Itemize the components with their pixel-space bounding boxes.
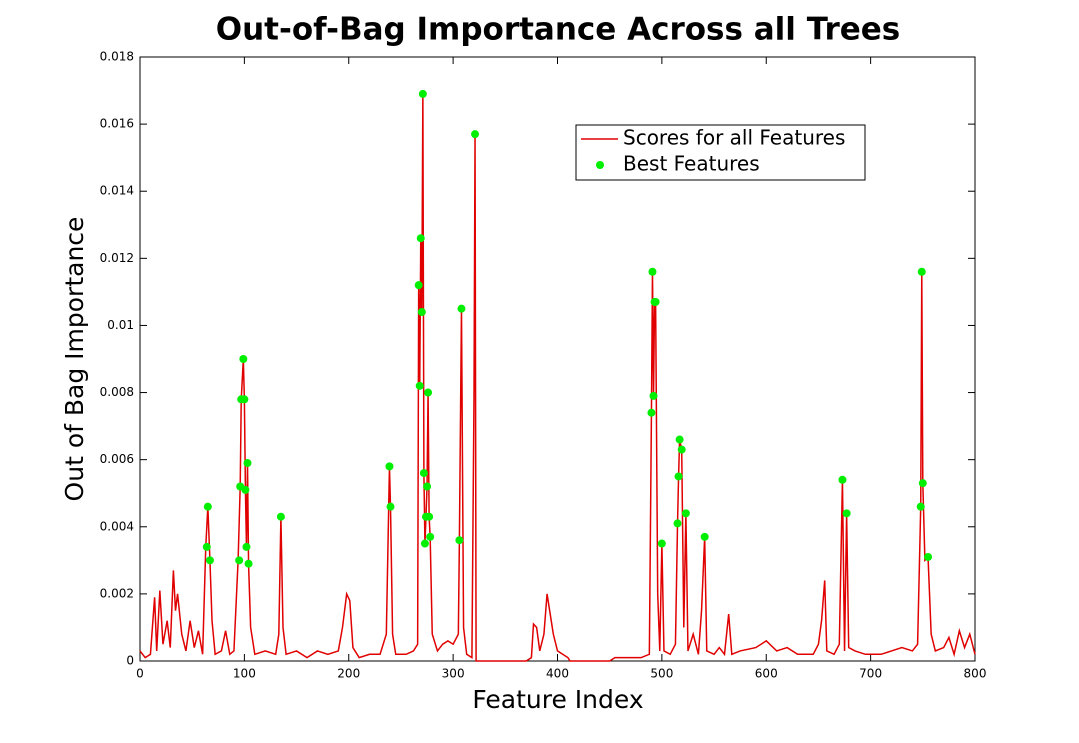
legend-marker [596, 161, 604, 169]
x-tick-label: 600 [755, 667, 778, 681]
best-feature-marker [276, 512, 285, 521]
y-tick-label: 0.002 [100, 586, 134, 600]
best-feature-marker [649, 391, 658, 400]
best-feature-marker [700, 532, 709, 541]
best-feature-marker [657, 539, 666, 548]
best-feature-marker [424, 388, 433, 397]
best-feature-marker [681, 509, 690, 518]
best-feature-marker [385, 462, 394, 471]
best-feature-marker [838, 475, 847, 484]
x-tick-label: 500 [650, 667, 673, 681]
best-feature-marker [917, 267, 926, 276]
best-feature-marker [202, 542, 211, 551]
best-feature-marker [918, 479, 927, 488]
best-feature-marker [203, 502, 212, 511]
y-tick-label: 0.016 [100, 117, 134, 131]
legend-box [575, 124, 866, 181]
y-tick-label: 0.008 [100, 385, 134, 399]
y-tick-label: 0.014 [100, 184, 134, 198]
best-feature-marker [425, 512, 434, 521]
best-feature-marker [235, 556, 244, 565]
y-tick-label: 0.01 [107, 318, 134, 332]
best-feature-marker [239, 355, 248, 363]
y-tick-label: 0.018 [100, 50, 134, 64]
legend-label: Scores for all Features [623, 126, 845, 150]
x-tick-label: 0 [136, 667, 144, 681]
best-feature-marker [674, 472, 683, 481]
y-tick-label: 0.004 [100, 519, 134, 533]
best-feature-marker [647, 408, 656, 417]
best-feature-marker [675, 435, 684, 444]
best-feature-marker [240, 395, 249, 404]
best-feature-marker [457, 304, 466, 313]
best-feature-marker [677, 445, 686, 454]
best-feature-marker [244, 559, 253, 568]
x-tick-label: 800 [964, 667, 987, 681]
best-feature-marker [241, 485, 250, 494]
best-feature-marker [386, 502, 395, 511]
x-tick-label: 400 [546, 667, 569, 681]
best-feature-marker [420, 539, 429, 548]
best-feature-marker [426, 532, 435, 541]
y-tick-label: 0 [126, 654, 134, 668]
best-feature-marker [455, 536, 464, 545]
legend-label: Best Features [623, 152, 760, 176]
best-feature-marker [416, 234, 425, 243]
x-tick-label: 300 [442, 667, 465, 681]
y-tick-label: 0.006 [100, 452, 134, 466]
y-axis-label: Out of Bag Importance [60, 217, 89, 502]
best-feature-marker [419, 469, 428, 478]
best-feature-marker [842, 509, 851, 518]
best-feature-marker [924, 552, 933, 561]
best-feature-marker [471, 130, 480, 139]
x-tick-label: 100 [233, 667, 256, 681]
chart-title: Out-of-Bag Importance Across all Trees [216, 12, 901, 48]
best-feature-marker [205, 556, 214, 565]
best-feature-marker [648, 267, 657, 276]
best-feature-marker [423, 482, 432, 491]
best-feature-marker [418, 89, 427, 98]
best-feature-marker [673, 519, 682, 528]
best-feature-marker [243, 459, 252, 468]
x-axis-label: Feature Index [472, 685, 643, 714]
x-tick-label: 200 [337, 667, 360, 681]
best-feature-marker [417, 308, 426, 317]
best-feature-marker [242, 542, 251, 551]
best-feature-marker [651, 297, 660, 306]
x-tick-label: 700 [859, 667, 882, 681]
best-feature-marker [415, 381, 424, 390]
y-tick-label: 0.012 [100, 251, 134, 265]
best-feature-marker [414, 281, 423, 290]
best-feature-marker [916, 502, 925, 511]
